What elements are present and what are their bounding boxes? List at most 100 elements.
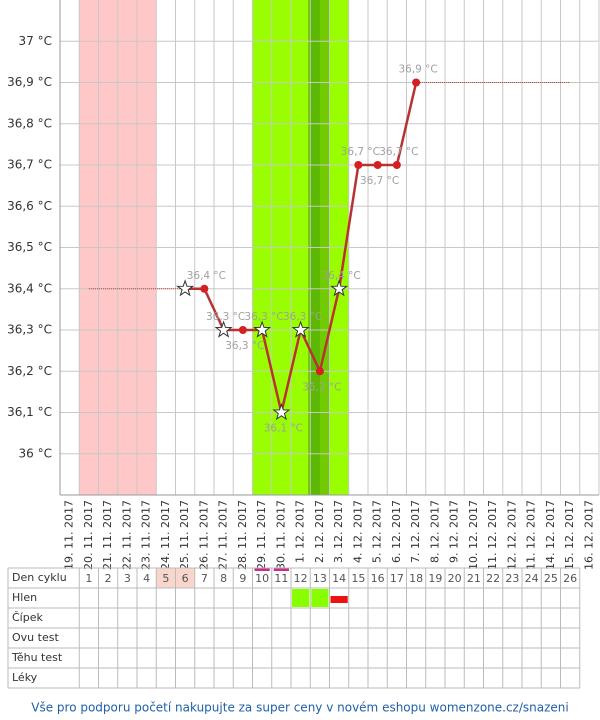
cycle-day: 2 (105, 572, 112, 585)
mucus-cell (292, 589, 310, 607)
cycle-day: 9 (239, 572, 246, 585)
x-tick-label: 1. 12. 2017 (294, 500, 307, 563)
value-label: 36,3 °C (283, 311, 322, 323)
value-label: 36,3 °C (206, 311, 245, 323)
value-label: 36,7 °C (341, 146, 380, 158)
y-tick-label: 36,7 °C (7, 158, 52, 172)
mucus-cell (311, 589, 329, 607)
x-tick-label: 12. 12. 2017 (505, 500, 518, 570)
row-label: Ovu test (12, 631, 59, 644)
cycle-day: 10 (255, 572, 269, 585)
value-label: 36,9 °C (398, 64, 437, 76)
cycle-day: 18 (409, 572, 423, 585)
x-tick-label: 11. 12. 2017 (486, 500, 499, 570)
star-marker (291, 320, 310, 338)
cycle-day: 15 (351, 572, 365, 585)
cycle-day: 14 (332, 572, 346, 585)
star-marker (272, 402, 291, 421)
reference-line (88, 82, 571, 290)
x-tick-label: 24. 11. 2017 (159, 500, 172, 570)
value-label: 36,7 °C (360, 175, 399, 187)
row-label: Čípek (12, 611, 43, 624)
cycle-day: 23 (505, 572, 519, 585)
grid: 36 °C 36,1 °C 36,2 °C 36,3 °C 36,4 °C 36,5 °C… (7, 0, 600, 570)
cell-marker (254, 568, 270, 571)
mucus-cell (330, 596, 348, 603)
point (354, 161, 363, 169)
point (315, 367, 324, 376)
cycle-day: 3 (124, 572, 131, 585)
x-tick-label: 26. 11. 2017 (197, 500, 210, 570)
x-tick-label: 29. 11. 2017 (255, 500, 268, 570)
y-tick-label: 36,8 °C (7, 116, 52, 130)
y-tick-label: 36,3 °C (7, 323, 52, 337)
y-tick-label: 36,4 °C (7, 281, 52, 295)
star-marker (214, 320, 233, 338)
value-label: 36,4 °C (187, 270, 226, 282)
value-label: 36,7 °C (379, 146, 418, 158)
x-tick-label: 30. 11. 2017 (274, 500, 287, 570)
cycle-day: 20 (448, 572, 462, 585)
y-tick-label: 36 °C (19, 446, 52, 460)
x-tick-label: 15. 12. 2017 (563, 500, 576, 570)
star-marker (330, 279, 349, 297)
cycle-day: 24 (525, 572, 539, 585)
cycle-day: 1 (85, 572, 92, 585)
x-tick-label: 11. 12. 2017 (525, 500, 538, 570)
plot: 36,4 °C36,3 °C36,3 °C36,3 °C36,1 °C36,3 … (88, 64, 571, 435)
cycle-day: 17 (390, 572, 404, 585)
cycle-day: 26 (563, 572, 577, 585)
value-label: 36,4 °C (321, 270, 360, 282)
x-tick-label: 25. 11. 2017 (178, 500, 191, 570)
cycle-day: 22 (486, 572, 500, 585)
x-tick-label: 27. 11. 2017 (217, 500, 230, 570)
x-tick-label: 6. 12. 2017 (390, 500, 403, 563)
point (373, 161, 382, 169)
cycle-day: 13 (313, 572, 327, 585)
cycle-day: 19 (428, 572, 442, 585)
footer: Vše pro podporu početí nakupujte za supe… (31, 701, 568, 715)
row-label: Léky (12, 671, 38, 684)
x-tick-label: 9. 12. 2017 (448, 500, 461, 563)
cycle-day: 8 (220, 572, 227, 585)
x-tick-label: 19. 11. 2017 (63, 500, 76, 570)
cycle-day: 11 (274, 572, 288, 585)
row-label: Hlen (12, 591, 37, 604)
star-marker (176, 279, 195, 297)
cycle-day: 25 (544, 572, 558, 585)
y-tick-label: 37 °C (19, 34, 52, 48)
cell-highlight (156, 568, 176, 588)
cycle-day: 21 (467, 572, 481, 585)
x-tick-label: 8. 12. 2017 (428, 500, 441, 563)
value-label: 36,3 °C (244, 311, 283, 323)
point (238, 326, 247, 334)
point (392, 161, 401, 169)
y-tick-label: 36,5 °C (7, 240, 52, 254)
cycle-day: 6 (182, 572, 189, 585)
cell-highlight (175, 568, 195, 588)
cycle-day: 5 (162, 572, 169, 585)
value-label: 36,2 °C (302, 381, 341, 393)
x-tick-label: 14. 12. 2017 (544, 500, 557, 570)
cell-marker (273, 568, 289, 571)
x-tick-label: 23. 11. 2017 (140, 500, 153, 570)
x-tick-label: 28. 11. 2017 (236, 500, 249, 570)
y-tick-label: 36,9 °C (7, 75, 52, 89)
x-tick-label: 21. 11. 2017 (101, 500, 114, 570)
y-tick-label: 36,2 °C (7, 364, 52, 378)
y-tick-label: 36,6 °C (7, 199, 52, 213)
x-tick-label: 2. 12. 2017 (313, 500, 326, 563)
cycle-day: 16 (371, 572, 385, 585)
cycle-day: 12 (294, 572, 308, 585)
x-tick-label: 22. 11. 2017 (120, 500, 133, 570)
row-label: Těhu test (11, 651, 63, 664)
row-label: Den cyklu (12, 571, 67, 584)
cycle-day: 7 (201, 572, 208, 585)
x-tick-label: 7. 12. 2017 (409, 500, 422, 563)
cycle-day: 4 (143, 572, 150, 585)
x-tick-label: 16. 12. 2017 (582, 500, 595, 570)
cycle-table: Den cyklu Hlen Čípek Ovu test Těhu test Léky 1… (7, 567, 581, 689)
y-tick-label: 36,1 °C (7, 405, 52, 419)
x-tick-label: 10. 12. 2017 (467, 500, 480, 570)
